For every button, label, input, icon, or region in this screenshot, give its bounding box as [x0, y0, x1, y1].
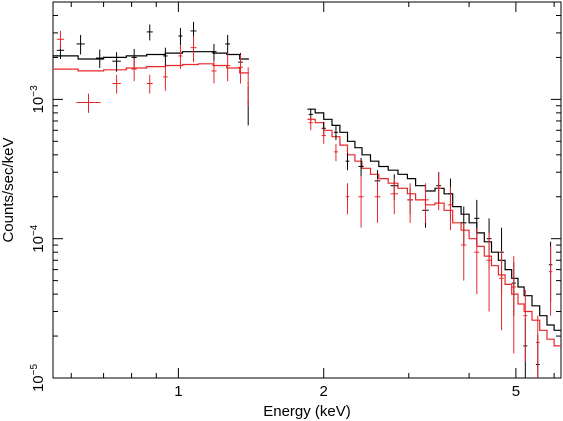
data-point-1 [499, 250, 504, 331]
data-point-1 [225, 53, 231, 82]
data-point-1 [131, 58, 137, 82]
x-tick-label: 1 [174, 383, 182, 400]
x-axis-label: Energy (keV) [263, 403, 351, 420]
data-point-1 [345, 183, 350, 215]
data-point-1 [178, 45, 183, 70]
model-step-curve-1 [53, 63, 561, 347]
data-point-1 [321, 128, 326, 144]
data-point-1 [211, 60, 217, 84]
data-point-1 [436, 172, 442, 211]
data-point-1 [535, 315, 540, 378]
data-point-0 [211, 43, 217, 61]
y-axis-label: Counts/sec/keV [0, 137, 17, 242]
model-step-curve-0 [53, 51, 561, 331]
tick-labels: 1 2 5 10−3 10−4 10−5 [29, 85, 520, 400]
data-point-0 [146, 24, 153, 41]
plot-frame [52, 1, 562, 379]
data-point-1 [422, 183, 429, 223]
data-point-1 [76, 93, 101, 113]
x-tick-label: 5 [512, 383, 520, 400]
data-point-1 [407, 183, 413, 223]
data-point-0 [345, 153, 350, 171]
data-point-0 [76, 34, 85, 55]
data-point-0 [178, 28, 183, 46]
data-point-0 [95, 49, 104, 68]
model-curves [53, 51, 561, 347]
data-point-1 [333, 143, 338, 162]
axis-ticks [53, 1, 561, 379]
data-point-1 [374, 178, 381, 223]
data-point-1 [56, 30, 65, 49]
data-point-1 [308, 115, 313, 131]
data-point-1 [190, 36, 197, 63]
data-point-1 [448, 186, 453, 231]
data-point-0 [163, 47, 168, 66]
data-series [56, 21, 553, 378]
data-point-0 [225, 34, 231, 55]
data-point-1 [523, 289, 528, 363]
y-tick-label: 10−3 [29, 85, 47, 114]
y-tick-label: 10−5 [29, 364, 47, 393]
data-point-1 [112, 74, 121, 94]
data-point-1 [474, 227, 480, 295]
data-point-0 [358, 157, 364, 177]
data-point-1 [238, 54, 243, 84]
data-point-1 [390, 178, 399, 215]
data-point-1 [548, 246, 553, 316]
x-tick-label: 2 [320, 383, 328, 400]
data-point-1 [511, 256, 516, 354]
data-point-1 [163, 65, 168, 91]
data-point-1 [146, 74, 153, 94]
data-point-0 [112, 52, 121, 72]
data-point-1 [358, 176, 364, 228]
data-point-1 [461, 222, 467, 281]
y-tick-label: 10−4 [29, 224, 47, 253]
data-point-1 [486, 232, 492, 312]
data-point-0 [333, 125, 338, 141]
data-point-1 [247, 67, 249, 106]
